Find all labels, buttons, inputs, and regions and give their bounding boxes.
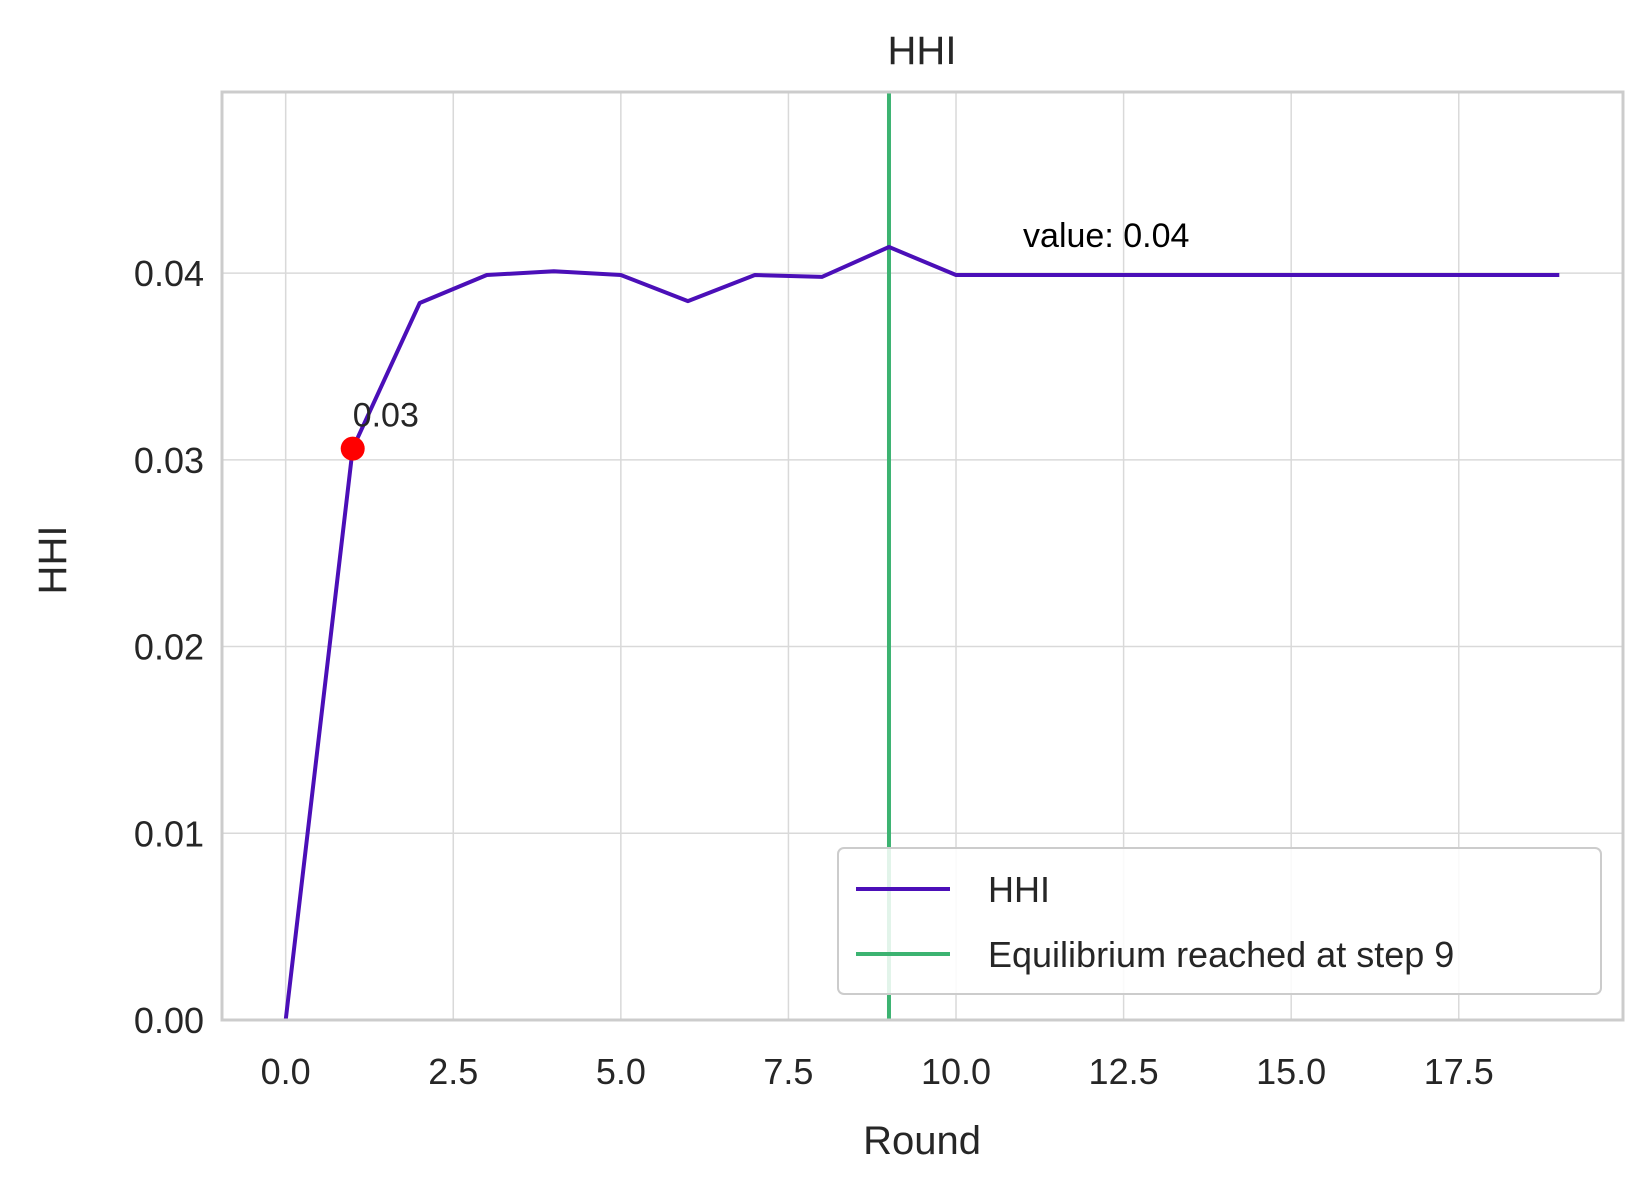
- y-tick-labels: 0.00 0.01 0.02 0.03 0.04: [134, 253, 204, 1041]
- annotation-value: value: 0.04: [1023, 217, 1189, 255]
- plot-frame: [220, 90, 1625, 1022]
- x-tick-label: 10.0: [921, 1051, 991, 1092]
- y-tick-label: 0.00: [134, 1000, 204, 1041]
- y-tick-label: 0.04: [134, 253, 204, 294]
- chart-title: HHI: [888, 29, 957, 73]
- x-tick-label: 0.0: [261, 1051, 311, 1092]
- legend-box: [837, 847, 1602, 995]
- x-tick-labels: 0.0 2.5 5.0 7.5 10.0 12.5 15.0 17.5: [261, 1051, 1494, 1092]
- y-axis-label: HHI: [31, 526, 75, 595]
- y-tick-label: 0.02: [134, 627, 204, 668]
- x-axis-label: Round: [863, 1119, 981, 1163]
- x-tick-label: 2.5: [428, 1051, 478, 1092]
- points-layer: [340, 436, 365, 461]
- y-tick-label: 0.03: [134, 440, 204, 481]
- x-tick-label: 17.5: [1424, 1051, 1494, 1092]
- highlight-point: [340, 436, 365, 461]
- highlight-point-label: 0.03: [353, 397, 419, 435]
- x-tick-label: 12.5: [1089, 1051, 1159, 1092]
- x-tick-label: 7.5: [763, 1051, 813, 1092]
- x-tick-label: 5.0: [596, 1051, 646, 1092]
- series-layer: [283, 245, 1560, 1021]
- legend-label-equilibrium: Equilibrium reached at step 9: [988, 934, 1454, 975]
- legend-label-hhi: HHI: [988, 869, 1050, 910]
- x-tick-label: 15.0: [1256, 1051, 1326, 1092]
- y-tick-label: 0.01: [134, 813, 204, 854]
- series-line-hhi: [283, 245, 1560, 1021]
- legend: HHI Equilibrium reached at step 9: [837, 847, 1602, 995]
